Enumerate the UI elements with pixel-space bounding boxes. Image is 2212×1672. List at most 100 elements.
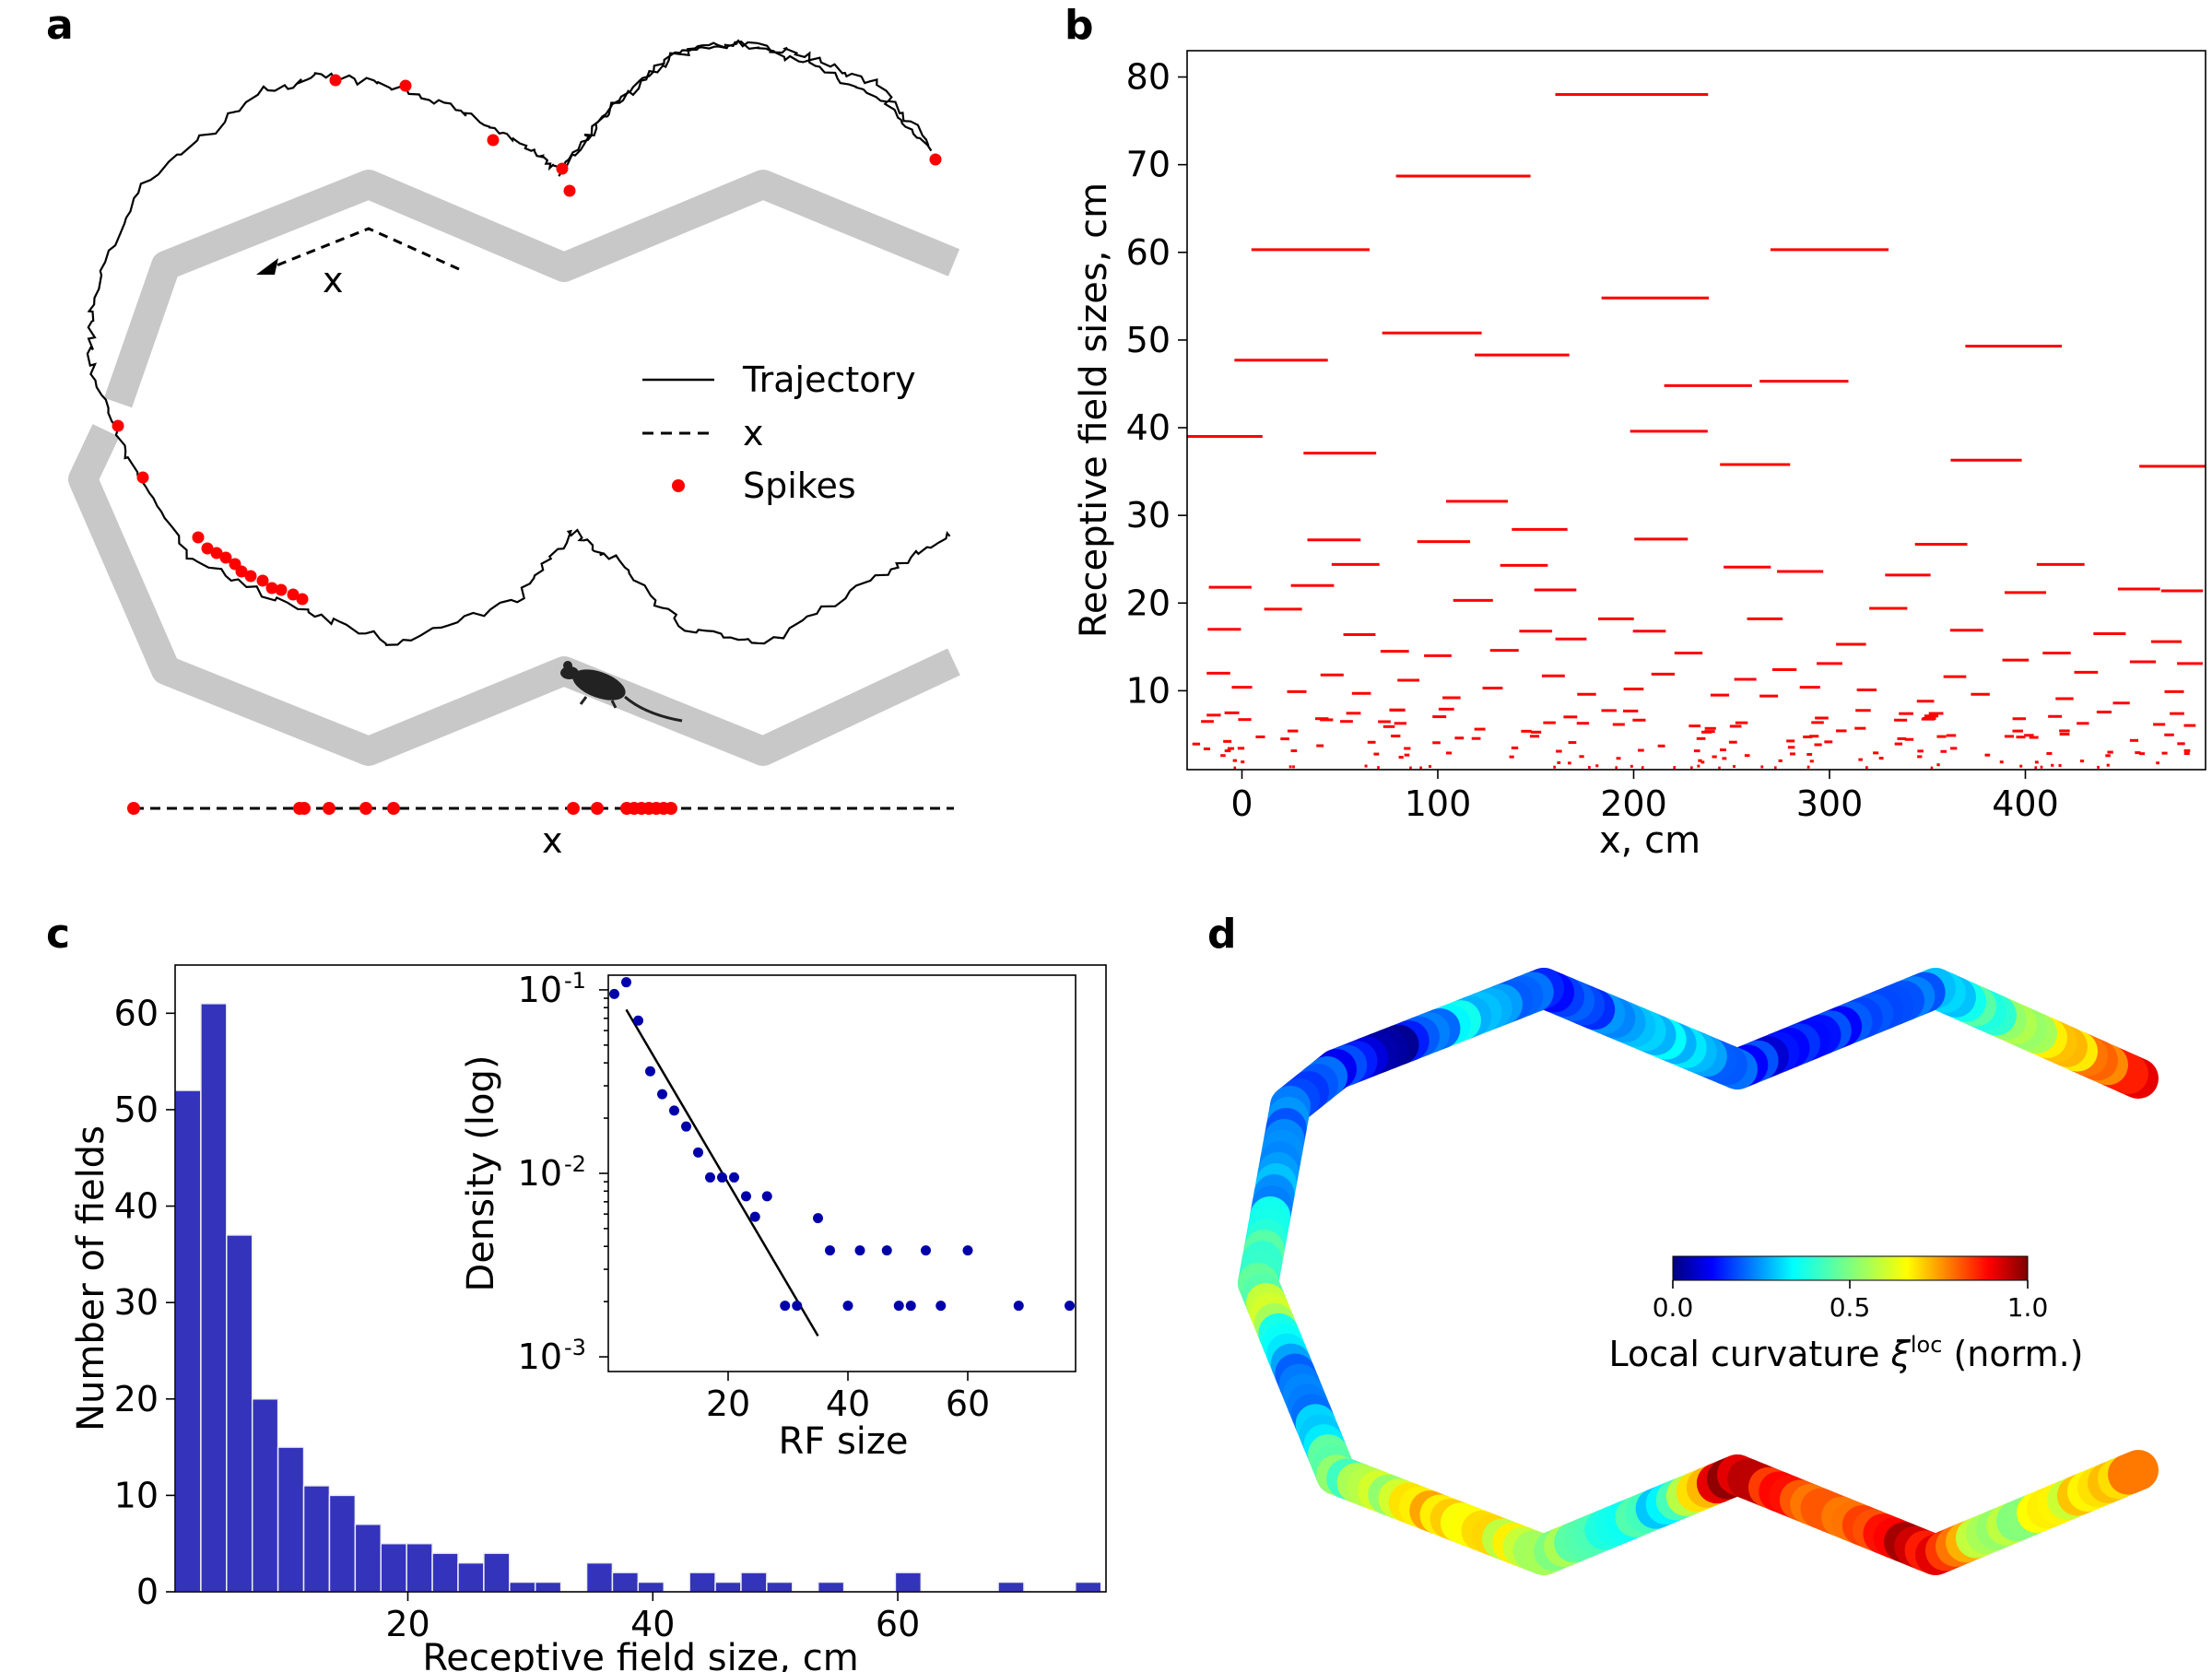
spike-dot	[127, 802, 140, 815]
spike-dot	[929, 153, 942, 166]
y-tick-label: 80	[1126, 57, 1171, 98]
x-arrow-label: x	[323, 260, 344, 300]
trajectory-line	[86, 39, 951, 646]
y-tick-label: 50	[114, 1089, 159, 1130]
panel-d-label: d	[1207, 911, 1237, 958]
histogram-bar	[509, 1581, 536, 1592]
colorbar-mid: 0.5	[1830, 1292, 1871, 1323]
density-point	[813, 1213, 823, 1224]
histogram-bar	[431, 1552, 459, 1592]
density-point	[749, 1211, 760, 1222]
histogram-bar	[380, 1542, 407, 1592]
axes-c: 20 40 60 0 10 20 30 40 50 60	[114, 993, 921, 1644]
colorbar-label-sup: loc	[1911, 1332, 1943, 1358]
density-point	[962, 1245, 973, 1256]
plot-frame-b	[1186, 50, 2206, 771]
histogram-bar	[251, 1398, 279, 1592]
density-point	[681, 1121, 691, 1132]
x-tick-label: 60	[876, 1604, 920, 1644]
histogram-bar	[714, 1581, 742, 1592]
x-axis-label-c: Receptive field size, cm	[422, 1637, 858, 1672]
colorbar-label: Local curvature ξloc (norm.)	[1608, 1332, 2083, 1374]
density-point	[729, 1172, 739, 1183]
spike-dot	[591, 802, 604, 815]
density-point	[761, 1191, 772, 1202]
histogram-bar	[534, 1581, 562, 1592]
x-tick-label: 0	[1230, 783, 1253, 824]
y-axis-label-c: Number of fields	[70, 1125, 112, 1431]
density-point	[935, 1301, 947, 1312]
histogram-bar	[276, 1446, 305, 1592]
histogram-bar	[740, 1572, 768, 1592]
track-upper	[103, 170, 960, 408]
spike-dot	[275, 583, 288, 596]
inset-y-label: Density (log)	[460, 1055, 502, 1292]
histogram-bar	[406, 1542, 433, 1592]
y-tick-label: 30	[1126, 495, 1171, 536]
y-tick-label: 60	[1126, 232, 1171, 273]
spike-dot	[256, 574, 269, 587]
density-point	[1013, 1301, 1024, 1312]
x-axis-label-a: x	[542, 820, 563, 861]
x-direction-dashed	[271, 227, 460, 271]
colorbar-min: 0.0	[1653, 1292, 1694, 1323]
trajectory-spikes	[112, 74, 942, 606]
y-axis-label-b: Receptive field sizes, cm	[1073, 183, 1115, 638]
panel-a-label: a	[46, 2, 74, 49]
x-tick-label: 20	[385, 1604, 429, 1644]
panel-b-label: b	[1065, 2, 1094, 49]
x-tick-label: 200	[1600, 783, 1667, 824]
y-tick-exponent: -3	[564, 1335, 586, 1360]
spike-dot	[287, 588, 300, 601]
spike-dot	[556, 162, 569, 175]
x-tick-label: 300	[1796, 783, 1864, 824]
colorbar-label-main: Local curvature	[1608, 1334, 1890, 1374]
spike-dot	[219, 551, 232, 564]
inset-frame	[607, 974, 1077, 1372]
histogram-bar	[483, 1552, 511, 1592]
spike-dot	[359, 802, 372, 815]
density-point	[657, 1089, 667, 1100]
histogram-bar	[997, 1581, 1025, 1592]
y-tick-label: 20	[114, 1379, 159, 1419]
histogram-bar	[226, 1234, 253, 1592]
x-tick-label: 60	[946, 1384, 990, 1424]
y-tick-label: 10	[518, 1153, 562, 1194]
spike-dot	[387, 802, 400, 815]
y-tick-label: 10	[114, 1475, 159, 1515]
spike-dot	[399, 79, 412, 92]
legend-trajectory: Trajectory	[742, 359, 916, 400]
density-point	[1065, 1301, 1075, 1312]
spike-dot	[235, 565, 248, 578]
density-point	[854, 1245, 865, 1256]
y-tick-label: 10	[518, 970, 562, 1010]
density-point	[705, 1172, 715, 1183]
y-tick-exponent: -1	[564, 968, 586, 994]
density-point	[645, 1066, 655, 1077]
plot-frame-c	[174, 964, 1107, 1593]
spike-dot	[323, 802, 335, 815]
trajectory-line-repeat	[558, 40, 933, 177]
histogram-bar	[457, 1561, 485, 1592]
density-point	[893, 1301, 904, 1312]
histogram-bars	[175, 1003, 1102, 1592]
curvature-segment	[2108, 1450, 2159, 1495]
histogram-bar	[611, 1572, 640, 1592]
panel-a: a x Trajectory x Spikes	[46, 2, 960, 861]
histogram-bar	[766, 1581, 794, 1592]
spike-dot	[112, 419, 124, 432]
spike-dot	[210, 547, 223, 559]
inset-plot	[609, 977, 1075, 1337]
density-point	[780, 1301, 791, 1312]
y-tick-label: 10	[518, 1336, 562, 1377]
histogram-bar	[585, 1561, 614, 1592]
track-lower	[68, 424, 960, 766]
y-tick-label: 20	[1126, 583, 1171, 623]
density-point	[621, 977, 631, 988]
spike-dot	[487, 134, 500, 147]
legend: Trajectory x Spikes	[642, 359, 916, 506]
histogram-bar	[817, 1581, 845, 1592]
y-tick-label: 0	[136, 1572, 159, 1612]
panel-b: b 0 100 200 300 400 10 20 30 40 50 60 70 80 x, cm Re…	[1065, 2, 2206, 862]
